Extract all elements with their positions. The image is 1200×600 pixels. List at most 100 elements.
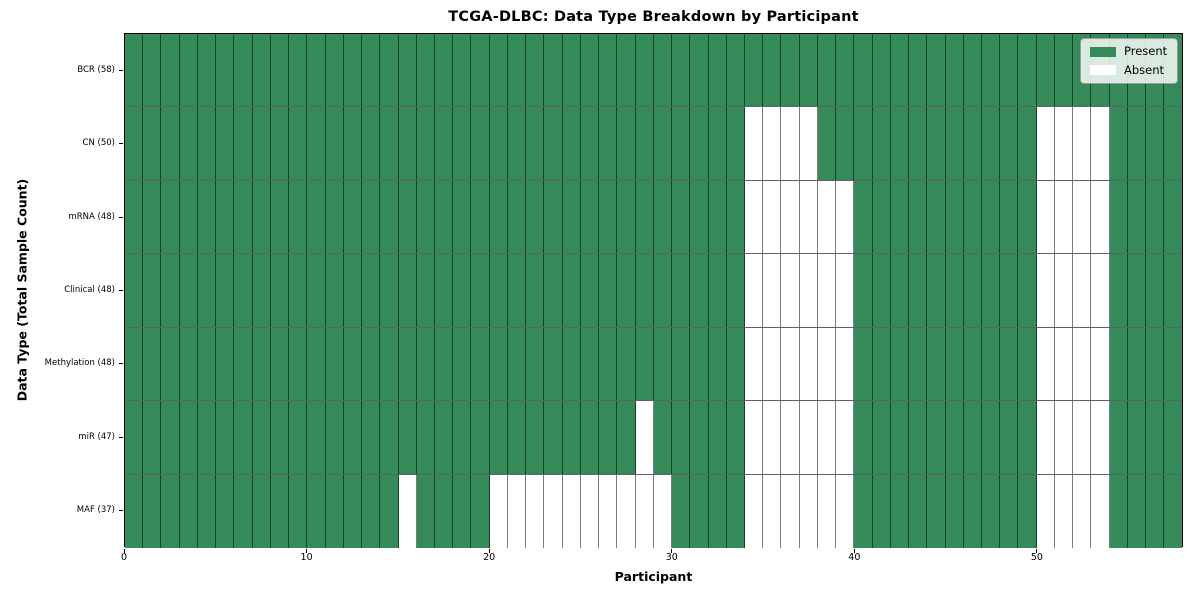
heatmap-cell-present xyxy=(854,254,873,327)
heatmap-cell-present xyxy=(307,107,326,180)
heatmap-cell-absent xyxy=(1073,474,1092,548)
heatmap-cell-absent xyxy=(744,107,764,180)
heatmap-cell-absent xyxy=(1091,327,1110,401)
heatmap-cell-present xyxy=(507,254,527,327)
heatmap-cell-present xyxy=(197,327,217,401)
heatmap-cell-present xyxy=(252,254,271,327)
heatmap-cell-present xyxy=(963,180,983,254)
heatmap-cell-absent xyxy=(544,474,563,548)
heatmap-cell-present xyxy=(890,327,910,401)
heatmap-cell-present xyxy=(726,474,745,548)
y-tick-mark xyxy=(119,143,123,145)
heatmap-cell-present xyxy=(307,254,326,327)
heatmap-cell-absent xyxy=(836,401,855,474)
heatmap-cell-present xyxy=(708,401,727,474)
heatmap-cell-present xyxy=(143,180,162,254)
heatmap-cell-present xyxy=(1164,474,1182,548)
heatmap-cell-present xyxy=(362,34,381,107)
heatmap-cell-present xyxy=(143,401,162,474)
heatmap-cell-absent xyxy=(744,327,764,401)
heatmap-row xyxy=(125,34,1182,108)
heatmap-cell-present xyxy=(836,107,855,180)
heatmap-cell-present xyxy=(507,327,527,401)
heatmap-cell-present xyxy=(927,254,946,327)
heatmap-cell-absent xyxy=(1054,474,1074,548)
heatmap-cell-present xyxy=(526,327,545,401)
heatmap-cell-present xyxy=(216,401,235,474)
heatmap-cell-present xyxy=(744,34,764,107)
heatmap-cell-present xyxy=(234,327,253,401)
heatmap-cell-present xyxy=(1000,34,1019,107)
heatmap-cell-present xyxy=(434,474,454,548)
heatmap-cell-present xyxy=(945,327,964,401)
y-tick-mark xyxy=(119,69,123,71)
heatmap-cell-absent xyxy=(817,474,837,548)
heatmap-cell-present xyxy=(562,107,581,180)
heatmap-cell-absent xyxy=(617,474,636,548)
heatmap-cell-present xyxy=(234,254,253,327)
y-tick-label: mRNA (48) xyxy=(68,211,115,222)
heatmap-row xyxy=(125,474,1182,548)
heatmap-cell-present xyxy=(434,401,454,474)
heatmap-cell-present xyxy=(1127,254,1147,327)
heatmap-cell-present xyxy=(945,254,964,327)
heatmap-cell-present xyxy=(580,107,600,180)
heatmap-cell-absent xyxy=(1073,254,1092,327)
y-tick-label: CN (50) xyxy=(82,138,115,149)
heatmap-cell-absent xyxy=(1036,474,1055,548)
heatmap-cell-present xyxy=(872,474,891,548)
heatmap-cell-present xyxy=(544,327,563,401)
heatmap-cell-present xyxy=(817,34,837,107)
heatmap-cell-present xyxy=(1000,474,1019,548)
heatmap-cell-present xyxy=(380,327,399,401)
heatmap-cell-present xyxy=(562,34,581,107)
heatmap-cell-present xyxy=(927,34,946,107)
heatmap-cell-present xyxy=(416,34,435,107)
heatmap-cell-present xyxy=(617,254,636,327)
heatmap-cell-present xyxy=(890,401,910,474)
heatmap-cell-present xyxy=(507,107,527,180)
heatmap-cell-present xyxy=(362,474,381,548)
heatmap-cell-present xyxy=(325,327,344,401)
heatmap-cell-present xyxy=(982,401,1001,474)
heatmap-cell-present xyxy=(672,401,691,474)
heatmap-cell-present xyxy=(434,180,454,254)
y-tick-label: Clinical (48) xyxy=(64,285,115,295)
heatmap-cell-present xyxy=(270,180,290,254)
heatmap-cell-present xyxy=(197,34,217,107)
x-tick-mark xyxy=(488,548,490,553)
heatmap-cell-present xyxy=(270,327,290,401)
heatmap-cell-present xyxy=(653,34,673,107)
heatmap-cell-absent xyxy=(817,254,837,327)
heatmap-cell-present xyxy=(1146,107,1165,180)
heatmap-cell-present xyxy=(179,180,198,254)
heatmap-cell-present xyxy=(526,34,545,107)
heatmap-cell-absent xyxy=(781,254,800,327)
heatmap-cell-present xyxy=(1000,327,1019,401)
heatmap-cell-present xyxy=(234,401,253,474)
heatmap-cell-absent xyxy=(799,254,818,327)
heatmap-cell-present xyxy=(179,254,198,327)
heatmap-cell-present xyxy=(434,107,454,180)
heatmap-cell-present xyxy=(125,254,144,327)
y-tick-mark xyxy=(119,290,123,291)
heatmap-cell-present xyxy=(909,474,928,548)
heatmap-cell-present xyxy=(471,474,490,548)
heatmap-cell-present xyxy=(1000,180,1019,254)
heatmap-cell-present xyxy=(1146,327,1165,401)
heatmap-cell-present xyxy=(161,474,180,548)
heatmap-cell-absent xyxy=(1036,180,1055,254)
heatmap-cell-present xyxy=(945,474,964,548)
heatmap-cell-present xyxy=(726,327,745,401)
heatmap-cell-absent xyxy=(799,180,818,254)
heatmap-cell-absent xyxy=(763,180,782,254)
heatmap-cell-present xyxy=(945,401,964,474)
heatmap-cell-present xyxy=(1018,180,1037,254)
heatmap-cell-present xyxy=(216,180,235,254)
heatmap-cell-present xyxy=(416,180,435,254)
heatmap-cell-present xyxy=(161,107,180,180)
heatmap-cell-present xyxy=(398,34,417,107)
heatmap-cell-present xyxy=(599,327,618,401)
heatmap-cell-present xyxy=(289,401,308,474)
heatmap-cell-absent xyxy=(1091,180,1110,254)
